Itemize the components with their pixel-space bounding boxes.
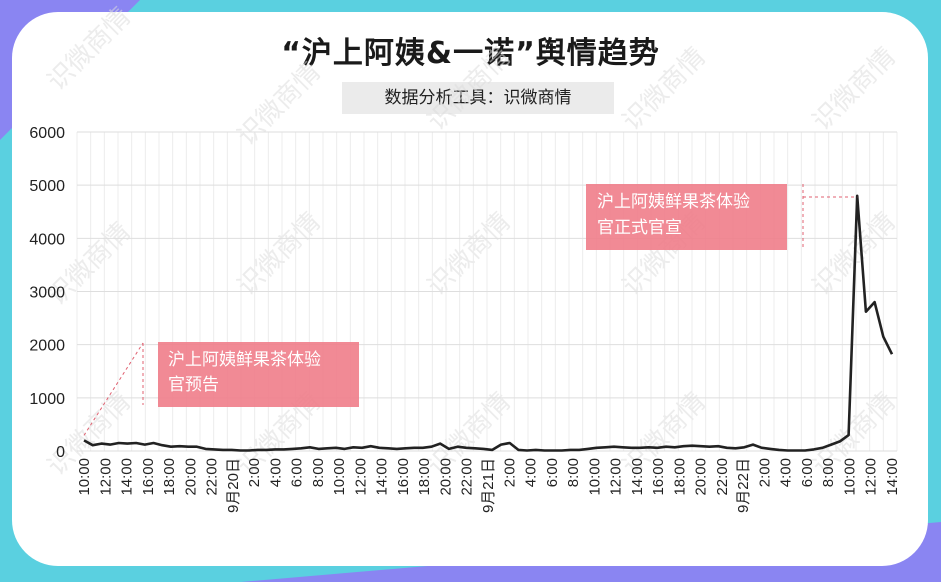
x-tick-label: 16:00	[650, 458, 667, 496]
annotation-text-announcement-line2: 官正式官宣	[597, 218, 682, 238]
x-tick-label: 8:00	[820, 458, 837, 487]
x-tick-label: 9月20日	[225, 458, 242, 513]
subtitle-text: 数据分析工具：识微商情	[384, 88, 572, 108]
y-tick-label: 5000	[29, 178, 65, 195]
annotation-leader	[83, 342, 144, 436]
x-tick-label: 18:00	[161, 458, 178, 496]
x-tick-label: 22:00	[459, 458, 476, 496]
series-line	[83, 194, 894, 452]
y-tick-label: 2000	[29, 338, 65, 355]
x-tick-label: 9月21日	[480, 458, 497, 513]
x-tick-label: 22:00	[714, 458, 731, 496]
annotation-box-announcement	[586, 184, 787, 250]
y-tick-label: 3000	[29, 285, 65, 302]
watermark-text: 识微商情	[422, 207, 517, 302]
x-tick-label: 6:00	[544, 458, 561, 487]
x-tick-label: 10:00	[76, 458, 93, 496]
x-tick-label: 14:00	[374, 458, 391, 496]
annotation-box-preview	[158, 342, 359, 407]
y-tick-label: 0	[56, 444, 65, 461]
annotation-text-preview-line1: 沪上阿姨鲜果茶体验	[168, 350, 321, 370]
x-tick-label: 4:00	[267, 458, 284, 487]
watermark-text: 识微商情	[42, 2, 137, 97]
x-tick-label: 2:00	[246, 458, 263, 487]
x-tick-label: 2:00	[501, 458, 518, 487]
x-tick-label: 12:00	[863, 458, 880, 496]
watermark-text: 识微商情	[232, 57, 327, 152]
y-tick-label: 1000	[29, 391, 65, 408]
x-tick-label: 14:00	[884, 458, 901, 496]
x-tick-label: 16:00	[395, 458, 412, 496]
chart-title: “沪上阿姨&一诺”舆情趋势	[281, 36, 660, 71]
y-tick-label: 6000	[29, 125, 65, 142]
x-tick-label: 8:00	[310, 458, 327, 487]
x-tick-label: 10:00	[586, 458, 603, 496]
watermark-text: 识微商情	[617, 42, 712, 137]
x-tick-label: 6:00	[799, 458, 816, 487]
x-tick-label: 20:00	[437, 458, 454, 496]
x-tick-label: 10:00	[331, 458, 348, 496]
x-tick-label: 12:00	[608, 458, 625, 496]
x-tick-label: 4:00	[778, 458, 795, 487]
x-tick-label: 14:00	[629, 458, 646, 496]
watermark-text: 识微商情	[807, 42, 902, 137]
y-tick-label: 4000	[29, 231, 65, 248]
x-tick-label: 12:00	[352, 458, 369, 496]
watermark-text: 识微商情	[422, 42, 517, 137]
annotation-text-preview-line2: 官预告	[168, 375, 219, 395]
x-tick-label: 4:00	[523, 458, 540, 487]
x-tick-label: 18:00	[416, 458, 433, 496]
x-tick-label: 9月22日	[735, 458, 752, 513]
x-tick-label: 16:00	[140, 458, 157, 496]
x-tick-label: 20:00	[693, 458, 710, 496]
x-tick-label: 8:00	[565, 458, 582, 487]
x-tick-label: 10:00	[841, 458, 858, 496]
x-tick-label: 18:00	[671, 458, 688, 496]
subtitle-badge: 数据分析工具：识微商情	[342, 82, 614, 114]
x-tick-label: 12:00	[97, 458, 114, 496]
x-tick-label: 20:00	[182, 458, 199, 496]
annotation-text-announcement-line1: 沪上阿姨鲜果茶体验	[597, 192, 750, 212]
x-tick-label: 2:00	[756, 458, 773, 487]
x-tick-label: 22:00	[204, 458, 221, 496]
watermark-text: 识微商情	[232, 207, 327, 302]
x-tick-label: 14:00	[119, 458, 136, 496]
x-tick-label: 6:00	[289, 458, 306, 487]
